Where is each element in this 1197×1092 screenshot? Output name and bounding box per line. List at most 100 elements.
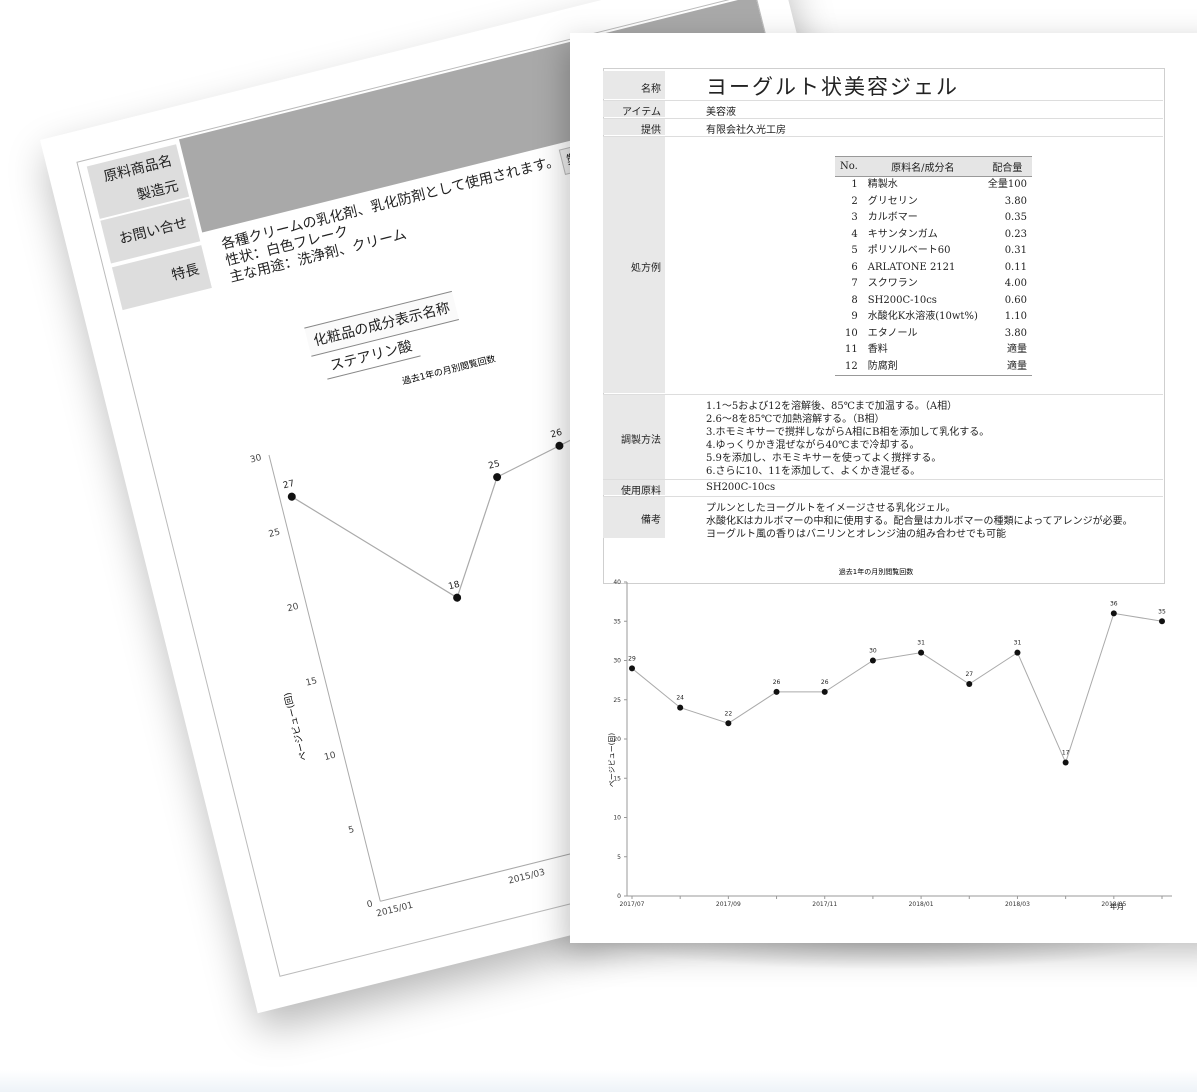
recipe-row: 11 香料 適量 xyxy=(835,342,1032,359)
data-point xyxy=(869,657,876,664)
x-tick-label: 2017/11 xyxy=(812,901,837,908)
recipe-row: 6 ARLATONE 2121 0.11 xyxy=(835,260,1032,277)
row-amount: 3.80 xyxy=(1004,195,1027,207)
label-method: 調製方法 xyxy=(603,395,665,479)
row-amount: 0.60 xyxy=(1004,294,1027,306)
row-ingredient: 香料 xyxy=(867,344,888,355)
data-point xyxy=(773,688,780,695)
recipe-row: 2 グリセリン 3.80 xyxy=(835,194,1032,211)
data-label: 35 xyxy=(1158,608,1166,615)
row-amount: 0.31 xyxy=(1004,245,1027,256)
y-tick-label: 10 xyxy=(613,815,621,822)
item-value: 美容液 xyxy=(706,107,736,118)
data-label: 24 xyxy=(676,695,684,702)
label-recipe-text: 処方例 xyxy=(631,263,661,274)
row-no: 2 xyxy=(851,195,858,207)
recipe-row: 12 防腐剤 適量 xyxy=(835,358,1032,376)
recipe-row: 4 キサンタンガム 0.23 xyxy=(835,227,1032,244)
method-step: 5.9を添加し、ホモミキサーを使ってよく撹拌する。 xyxy=(706,453,942,464)
y-tick-label: 20 xyxy=(613,736,621,743)
row-no: 12 xyxy=(835,358,863,376)
note-line: ヨーグルト風の香りはバニリンとオレンジ油の組み合わせでも可能 xyxy=(706,529,1006,540)
row-ingredient: SH200C-10cs xyxy=(867,294,937,306)
x-tick-label: 2018/01 xyxy=(909,901,934,908)
row-ingredient: ARLATONE 2121 xyxy=(867,261,956,273)
row-ingredient: ポリソルベート60 xyxy=(867,245,951,256)
header-ingredient: 原料名/成分名 xyxy=(862,156,983,177)
row-ingredient: スクワラン xyxy=(867,278,918,289)
row-amount: 0.23 xyxy=(1004,228,1027,240)
data-label: 17 xyxy=(1062,750,1070,757)
data-label: 25 xyxy=(487,459,501,471)
chart-y-axis-label: ページビュー(回) xyxy=(282,691,310,761)
data-label: 22 xyxy=(725,710,733,717)
row-amount: 適量 xyxy=(982,358,1032,376)
y-tick-label: 40 xyxy=(613,579,621,586)
data-point xyxy=(1110,610,1117,617)
label-name-text: 名称 xyxy=(641,84,661,95)
data-point xyxy=(725,720,732,727)
recipe-row: 5 ポリソルベート60 0.31 xyxy=(835,243,1032,260)
data-label: 27 xyxy=(965,671,973,678)
row-separator xyxy=(603,118,1163,119)
method-step: 4.ゆっくりかき混ぜながら40℃まで冷却する。 xyxy=(706,440,920,451)
series-line xyxy=(631,612,1163,764)
y-tick-label: 20 xyxy=(286,602,300,615)
data-label: 30 xyxy=(869,648,877,655)
method-step: 3.ホモミキサーで撹拌しながらA相にB相を添加して乳化する。 xyxy=(706,427,990,438)
x-tick-label: 2017/09 xyxy=(716,901,741,908)
x-tick-label: 2015/03 xyxy=(507,868,546,887)
recipe-row: 7 スクワラン 4.00 xyxy=(835,276,1032,293)
row-ingredient: 防腐剤 xyxy=(862,358,983,376)
row-amount: 1.10 xyxy=(1004,311,1027,322)
note-line: プルンとしたヨーグルトをイメージさせる乳化ジェル。 xyxy=(706,503,956,514)
row-separator xyxy=(603,136,1163,137)
label-method-text: 調製方法 xyxy=(621,435,661,446)
chart-y-axis-label: ページビュー(回) xyxy=(607,733,616,788)
data-label: 26 xyxy=(821,679,829,686)
method-step: 2.6〜8を85℃で加熱溶解する。（B相） xyxy=(706,414,885,425)
row-amount: 0.11 xyxy=(1004,261,1027,273)
header-no: No. xyxy=(835,156,863,177)
recipe-row: 9 水酸化K水溶液(10wt%) 1.10 xyxy=(835,309,1032,326)
row-ingredient: エタノール xyxy=(867,327,918,339)
data-label: 18 xyxy=(447,580,461,593)
row-ingredient: グリセリン xyxy=(867,195,918,207)
y-tick-label: 25 xyxy=(613,697,621,704)
data-point xyxy=(1062,759,1069,766)
recipe-row: 1 精製水 全量100 xyxy=(835,177,1032,194)
recipe-table: No. 原料名/成分名 配合量 1 精製水 全量100 2 グリセリン 3.80 3 カル… xyxy=(835,156,1032,376)
y-axis-line xyxy=(268,454,381,902)
y-tick-label: 5 xyxy=(617,854,621,861)
row-no: 8 xyxy=(851,294,858,306)
recipe-header-row: No. 原料名/成分名 配合量 xyxy=(835,156,1032,177)
data-label: 31 xyxy=(1014,640,1022,647)
y-tick-label: 5 xyxy=(347,825,355,836)
y-tick-label: 25 xyxy=(268,527,282,539)
row-separator xyxy=(603,100,1163,101)
data-point xyxy=(966,681,973,688)
row-no: 9 xyxy=(851,311,858,322)
row-no: 3 xyxy=(851,212,858,223)
front-document-page: 名称 ヨーグルト状美容ジェル アイテム 美容液 提供 有限会社久光工房 処方例 … xyxy=(570,33,1197,943)
row-amount: 全量100 xyxy=(987,179,1027,190)
y-tick-label: 0 xyxy=(366,899,374,910)
data-point xyxy=(287,492,296,501)
label-recipe: 処方例 xyxy=(603,137,665,393)
data-point xyxy=(493,473,502,482)
data-point xyxy=(821,688,828,695)
label-item: アイテム xyxy=(603,101,665,118)
data-label: 36 xyxy=(1110,600,1118,607)
recipe-row: 3 カルボマー 0.35 xyxy=(835,210,1032,227)
row-no: 6 xyxy=(851,261,858,273)
x-tick-label: 2018/05 xyxy=(1101,901,1126,908)
chart-title: 過去1年の月別閲覧回数 xyxy=(839,567,913,576)
front-chart-plot-area: 0 5 10 15 20 25 30 35 40 2017/07 2017/09 2017/11 201… xyxy=(613,579,1172,908)
data-point xyxy=(453,593,462,602)
label-item-text: アイテム xyxy=(622,107,661,118)
material-value: SH200C-10cs xyxy=(706,482,776,493)
row-no: 4 xyxy=(851,228,858,240)
note-line: 水酸化Kはカルボマーの中和に使用する。配合量はカルボマーの種類によってアレンジが… xyxy=(706,516,1133,527)
row-ingredient: 精製水 xyxy=(867,179,898,190)
label-material-text: 使用原料 xyxy=(621,486,661,497)
